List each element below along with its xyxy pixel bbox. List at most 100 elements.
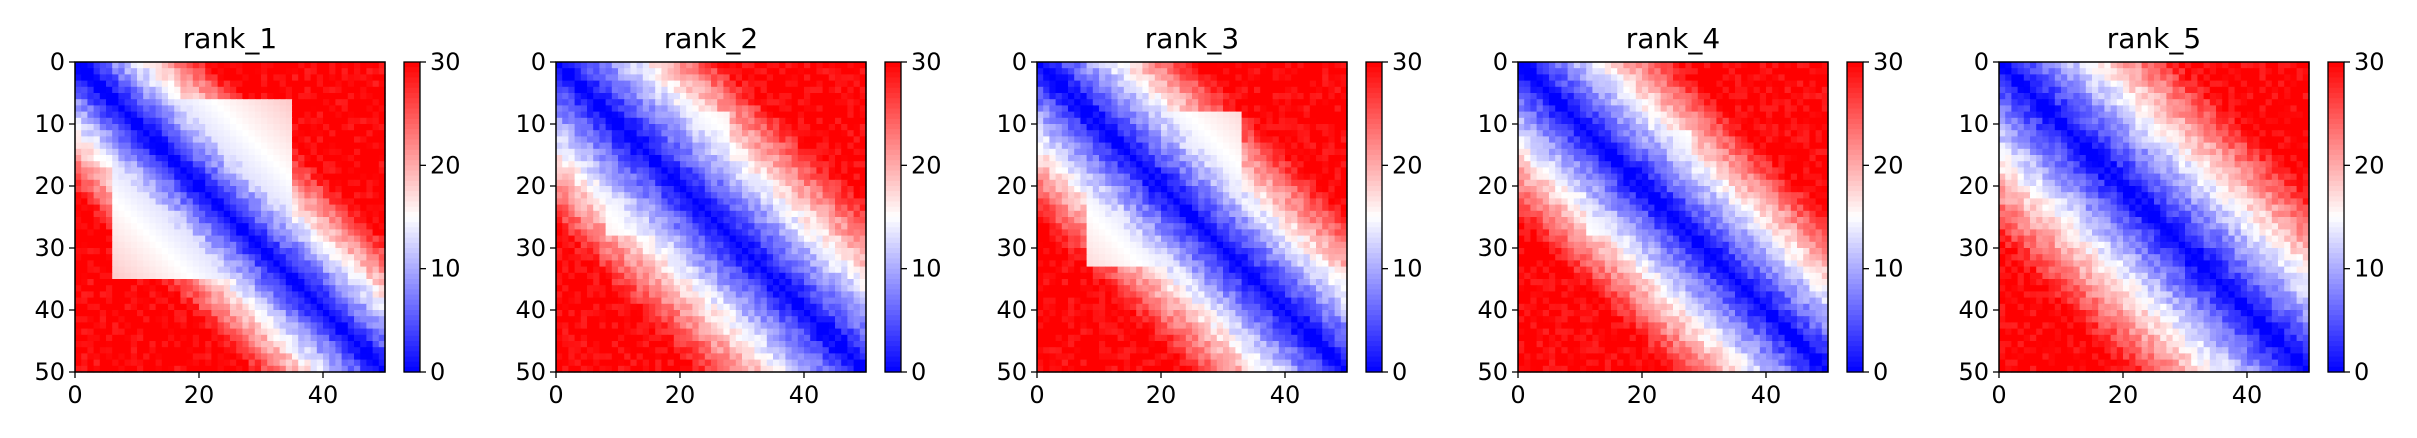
heatmap-cell xyxy=(698,248,706,255)
heatmap-cell xyxy=(124,235,132,243)
heatmap-cell xyxy=(723,334,731,342)
heatmap-cell xyxy=(310,186,318,193)
heatmap-cell xyxy=(773,198,780,206)
heatmap-cell xyxy=(748,62,755,69)
heatmap-cell xyxy=(841,130,848,137)
heatmap-cell xyxy=(118,223,126,230)
heatmap-cell xyxy=(748,241,755,249)
heatmap-cell xyxy=(580,93,588,100)
heatmap-cell xyxy=(661,148,669,156)
heatmap-cell xyxy=(273,334,281,342)
heatmap-cell xyxy=(667,217,675,224)
heatmap-cell xyxy=(791,124,799,131)
heatmap-cell xyxy=(847,111,855,119)
heatmap-cell xyxy=(149,365,157,373)
heatmap-cell xyxy=(611,310,619,317)
heatmap-cell xyxy=(680,142,687,150)
heatmap-cell xyxy=(822,186,830,193)
heatmap-cell xyxy=(273,68,281,75)
heatmap-cell xyxy=(704,179,712,187)
heatmap-cell xyxy=(174,359,181,367)
heatmap-cell xyxy=(112,229,119,237)
heatmap-cell xyxy=(99,272,107,280)
heatmap-cell xyxy=(711,217,718,224)
heatmap-cell xyxy=(143,167,150,175)
heatmap-cell xyxy=(804,272,811,280)
heatmap-cell xyxy=(335,204,343,212)
heatmap-cell xyxy=(723,254,731,261)
heatmap-cell xyxy=(236,341,243,348)
heatmap-cell xyxy=(692,254,700,261)
heatmap-cell xyxy=(587,322,594,330)
heatmap-cell xyxy=(143,310,150,317)
heatmap-cell xyxy=(93,93,101,100)
heatmap-cell xyxy=(360,142,367,150)
heatmap-cell xyxy=(853,254,861,261)
heatmap-cell xyxy=(372,74,380,82)
heatmap-cell xyxy=(149,62,157,69)
heatmap-cell xyxy=(804,260,811,268)
heatmap-cell xyxy=(556,155,563,162)
heatmap-cell xyxy=(859,285,867,292)
heatmap-cell xyxy=(580,241,588,249)
heatmap-cell xyxy=(785,124,793,131)
heatmap-cell xyxy=(347,124,355,131)
heatmap-cell xyxy=(729,80,737,88)
heatmap-cell xyxy=(667,186,675,193)
heatmap-cell xyxy=(766,235,774,243)
heatmap-cell xyxy=(205,192,212,199)
heatmap-cell xyxy=(155,310,163,317)
heatmap-cell xyxy=(698,130,706,137)
heatmap-cell xyxy=(605,167,613,175)
heatmap-cell xyxy=(692,62,700,69)
heatmap-cell xyxy=(760,105,768,113)
heatmap-cell xyxy=(347,359,355,367)
heatmap-cell xyxy=(81,279,88,286)
heatmap-cell xyxy=(704,241,712,249)
heatmap-cell xyxy=(642,316,650,323)
heatmap-cell xyxy=(75,316,82,323)
heatmap-cell xyxy=(341,359,349,367)
heatmap-cell xyxy=(217,111,225,119)
heatmap-cell xyxy=(168,148,175,156)
heatmap-cell xyxy=(766,148,774,156)
heatmap-cell xyxy=(797,111,805,119)
heatmap-cell xyxy=(847,136,855,144)
heatmap-cell xyxy=(649,155,656,162)
heatmap-cell xyxy=(261,80,268,88)
heatmap-cell xyxy=(828,254,836,261)
heatmap-cell xyxy=(254,328,262,336)
heatmap-cell xyxy=(649,198,656,206)
heatmap-cell xyxy=(199,291,206,299)
heatmap-cell xyxy=(335,155,343,162)
heatmap-cell xyxy=(649,223,656,230)
heatmap-cell xyxy=(205,316,212,323)
heatmap-cell xyxy=(593,272,600,280)
heatmap-cell xyxy=(760,136,768,144)
heatmap-cell xyxy=(292,347,299,354)
heatmap-cell xyxy=(785,272,793,280)
heatmap-cell xyxy=(574,179,582,187)
heatmap-cell xyxy=(804,204,811,212)
heatmap-cell xyxy=(618,322,625,330)
heatmap-cell xyxy=(372,173,380,181)
heatmap-cell xyxy=(236,322,243,330)
heatmap-cell xyxy=(773,204,780,212)
heatmap-cell xyxy=(816,173,824,181)
heatmap-cell xyxy=(649,192,656,199)
heatmap-cell xyxy=(279,341,287,348)
heatmap-cell xyxy=(673,155,681,162)
heatmap-cell xyxy=(791,303,799,311)
heatmap-cell xyxy=(556,297,563,305)
heatmap-cell xyxy=(853,148,861,156)
heatmap-cell xyxy=(828,217,836,224)
heatmap-cell xyxy=(729,297,737,305)
heatmap-cell xyxy=(174,86,181,94)
heatmap-cell xyxy=(217,328,225,336)
heatmap-cell xyxy=(267,217,274,224)
heatmap-cell xyxy=(655,316,662,323)
heatmap-cell xyxy=(254,279,262,286)
heatmap-cell xyxy=(378,248,386,255)
heatmap-cell xyxy=(347,204,355,212)
